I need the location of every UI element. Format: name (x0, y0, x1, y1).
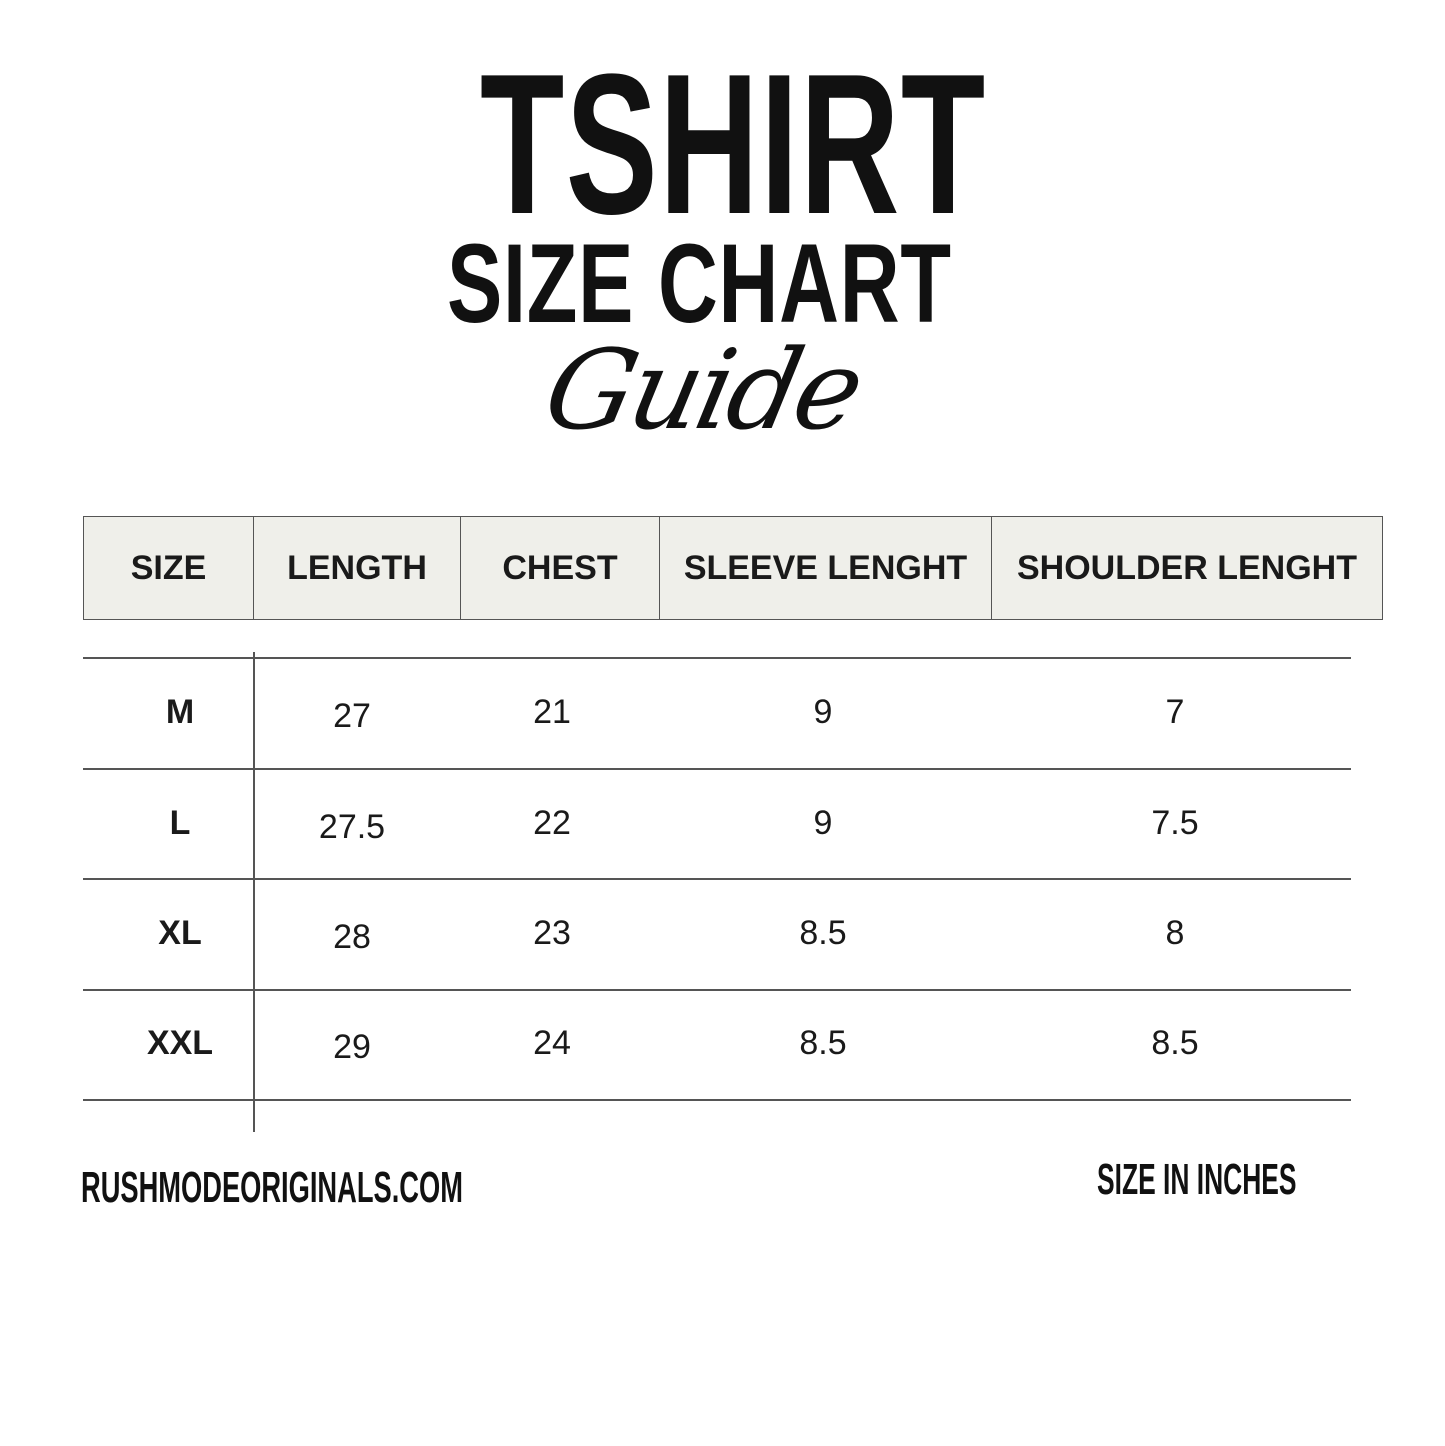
title-size-chart: SIZE CHART (447, 221, 952, 346)
cell-length: 27.5 (318, 808, 386, 846)
header-sleeve-length: SLEEVE LENGHT (659, 516, 992, 620)
cell-shoulder-length: 7 (1165, 693, 1185, 731)
header-size: SIZE (83, 516, 254, 620)
row-divider (83, 657, 1351, 659)
cell-size: XXL (146, 1024, 214, 1062)
cell-sleeve-length: 8.5 (799, 914, 847, 952)
cell-shoulder-length: 8.5 (1151, 1024, 1199, 1062)
cell-length: 28 (333, 918, 371, 956)
cell-sleeve-length: 9 (813, 804, 833, 842)
cell-chest: 22 (533, 804, 571, 842)
row-divider (83, 768, 1351, 770)
cell-shoulder-length: 8 (1165, 914, 1185, 952)
cell-size: L (169, 804, 191, 842)
row-divider (83, 989, 1351, 991)
cell-size: M (165, 693, 195, 731)
title-guide-script: Guide (534, 326, 872, 454)
title-tshirt: TSHIRT (480, 33, 987, 256)
website-label: RUSHMODEORIGINALS.COM (81, 1163, 463, 1212)
cell-length: 29 (333, 1028, 371, 1066)
cell-sleeve-length: 8.5 (799, 1024, 847, 1062)
cell-sleeve-length: 9 (813, 693, 833, 731)
header-shoulder-length: SHOULDER LENGHT (991, 516, 1383, 620)
cell-length: 27 (333, 697, 371, 735)
header-chest: CHEST (460, 516, 660, 620)
cell-chest: 24 (533, 1024, 571, 1062)
row-divider (83, 1099, 1351, 1101)
row-divider (83, 878, 1351, 880)
cell-size: XL (158, 914, 202, 952)
cell-chest: 23 (533, 914, 571, 952)
cell-chest: 21 (533, 693, 571, 731)
cell-shoulder-length: 7.5 (1151, 804, 1199, 842)
units-label: SIZE IN INCHES (1097, 1155, 1297, 1204)
column-divider (253, 652, 255, 1132)
header-length: LENGTH (253, 516, 461, 620)
